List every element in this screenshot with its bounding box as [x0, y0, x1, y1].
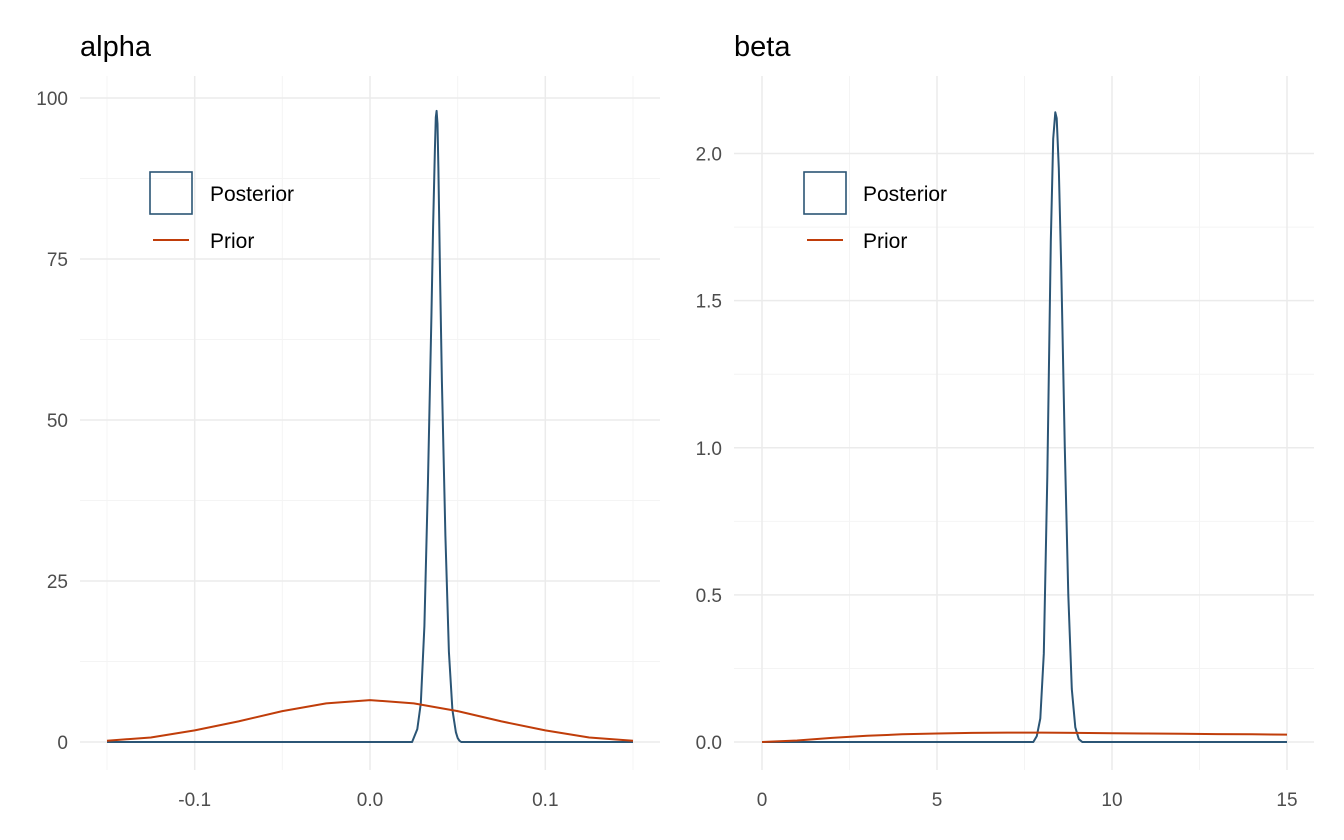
beta-legend: Posterior Prior — [803, 171, 947, 253]
alpha-legend: Posterior Prior — [149, 171, 294, 253]
posterior-legend-key — [803, 171, 847, 215]
x-tick-label: 15 — [1276, 790, 1297, 811]
y-tick-label: 75 — [47, 250, 68, 271]
alpha-y-tick-labels: 0 25 50 75 100 — [36, 89, 68, 754]
beta-panel: beta 0.0 0.5 1.0 1.5 2.0 0 5 10 15 Posterior Pri… — [696, 31, 1314, 811]
prior-density-line — [106, 699, 634, 742]
x-tick-label: -0.1 — [178, 790, 211, 811]
beta-series — [761, 111, 1288, 743]
x-tick-label: 5 — [932, 790, 943, 811]
prior-legend-label: Prior — [863, 230, 907, 253]
posterior-density-line — [762, 111, 1287, 743]
posterior-legend-label: Posterior — [210, 183, 294, 206]
posterior-legend-label: Posterior — [863, 183, 947, 206]
beta-panel-title: beta — [734, 31, 791, 63]
alpha-series — [106, 109, 634, 743]
x-tick-label: 10 — [1101, 790, 1122, 811]
x-tick-label: 0.1 — [532, 790, 558, 811]
alpha-grid — [80, 76, 660, 770]
y-tick-label: 0.5 — [696, 586, 722, 607]
y-tick-label: 1.5 — [696, 292, 722, 313]
x-tick-label: 0 — [757, 790, 768, 811]
alpha-panel-title: alpha — [80, 31, 152, 63]
x-tick-label: 0.0 — [357, 790, 383, 811]
alpha-panel: alpha 0 25 50 75 100 -0.1 0.0 0.1 Posterior Pri… — [36, 31, 660, 811]
y-tick-label: 50 — [47, 411, 68, 432]
posterior-legend-key — [149, 171, 193, 215]
posterior-density-line — [107, 109, 633, 743]
beta-y-tick-labels: 0.0 0.5 1.0 1.5 2.0 — [696, 145, 722, 754]
y-tick-label: 25 — [47, 572, 68, 593]
prior-density-line — [761, 731, 1288, 743]
y-tick-label: 0.0 — [696, 733, 722, 754]
prior-legend-label: Prior — [210, 230, 254, 253]
y-tick-label: 2.0 — [696, 145, 722, 166]
y-tick-label: 1.0 — [696, 439, 722, 460]
y-tick-label: 0 — [57, 733, 68, 754]
beta-grid — [734, 76, 1314, 770]
beta-x-tick-labels: 0 5 10 15 — [757, 790, 1298, 811]
y-tick-label: 100 — [36, 89, 68, 110]
alpha-x-tick-labels: -0.1 0.0 0.1 — [178, 790, 558, 811]
